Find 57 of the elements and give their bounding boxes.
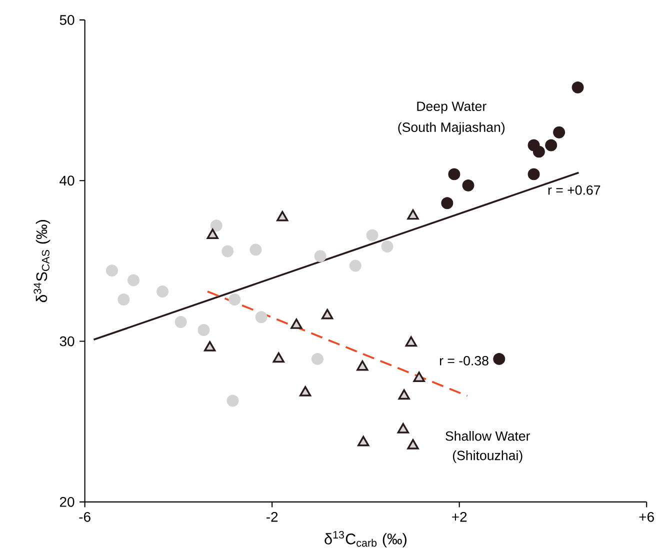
point (532, 146, 545, 158)
point (413, 372, 425, 382)
y-tick-label: 40 (60, 176, 74, 186)
x-tick-label: +2 (452, 512, 467, 522)
point (572, 82, 584, 94)
point (198, 324, 210, 336)
point (118, 294, 130, 306)
point (356, 360, 368, 371)
y-tick-label: 50 (60, 15, 74, 26)
point (174, 316, 187, 328)
point (300, 386, 312, 396)
y-tick-label: 20 (60, 497, 74, 507)
point (312, 353, 324, 366)
point (381, 240, 394, 253)
point (349, 260, 362, 272)
annotation: (Shitouzhai) (452, 450, 522, 463)
point (106, 264, 118, 277)
point (222, 245, 234, 258)
x-tick-label: -6 (79, 512, 90, 522)
point (398, 389, 410, 400)
x-tick-label: -2 (266, 512, 278, 522)
y-tick-label: 30 (60, 336, 74, 346)
point (290, 318, 302, 330)
point (358, 436, 370, 446)
point (366, 229, 378, 242)
point (405, 336, 417, 347)
point (156, 286, 169, 298)
point (276, 211, 288, 222)
point (545, 139, 558, 152)
point (407, 209, 419, 220)
point (128, 274, 140, 286)
point (462, 180, 474, 192)
annotation: r = +0.67 (548, 185, 600, 195)
point (448, 168, 460, 180)
point (441, 197, 454, 210)
point (493, 353, 506, 366)
point (228, 294, 241, 306)
y-axis-title: δ$^{34}$S$_{CAS}$ (‰) (34, 220, 50, 302)
annotation: Shallow Water (446, 431, 530, 441)
x-tick-label: +6 (639, 512, 654, 522)
point (204, 341, 216, 352)
point (553, 126, 566, 138)
point (314, 250, 326, 262)
point (255, 311, 268, 324)
annotation: r = -0.38 (440, 356, 488, 366)
point (272, 352, 284, 363)
point (322, 309, 334, 320)
point (250, 244, 262, 256)
point (397, 423, 409, 434)
annotation: Deep Water (417, 102, 486, 114)
point (206, 228, 218, 240)
x-axis-title: δ$^{13}$C$_{carb}$ (‰) (324, 531, 406, 548)
point (210, 220, 222, 232)
annotation: (South Majiashan) (398, 122, 505, 135)
point (407, 439, 419, 450)
point (528, 168, 540, 180)
point (226, 394, 239, 407)
